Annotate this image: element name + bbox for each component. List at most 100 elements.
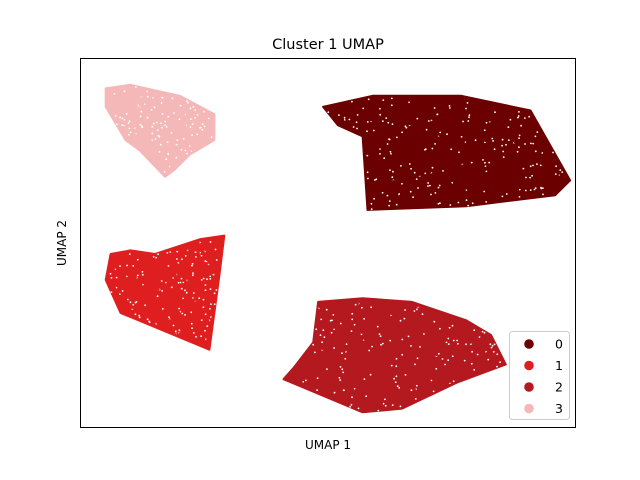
- legend-label-2: 2: [555, 380, 563, 395]
- cluster-0-point: [476, 132, 479, 135]
- cluster-0-point: [376, 134, 378, 136]
- cluster-1-point: [114, 287, 117, 290]
- cluster-0-point: [492, 175, 494, 177]
- cluster-0-point: [458, 140, 460, 142]
- cluster-1-point: [119, 304, 122, 306]
- cluster-2-point: [359, 365, 361, 368]
- cluster-3-point: [141, 133, 143, 135]
- cluster-0-point: [496, 156, 498, 158]
- cluster-0-point: [533, 188, 536, 191]
- cluster-2-point: [347, 343, 349, 345]
- cluster-0-point: [423, 170, 425, 172]
- cluster-3-point: [136, 100, 139, 102]
- cluster-0-point: [540, 172, 542, 174]
- cluster-2-point: [373, 379, 376, 381]
- cluster-3-point: [163, 109, 165, 111]
- cluster-3-point: [132, 90, 134, 92]
- cluster-2-point: [344, 338, 346, 340]
- cluster-0-point: [467, 163, 469, 165]
- cluster-0-point: [366, 154, 369, 157]
- cluster-3-point: [166, 153, 168, 156]
- cluster-2-point: [454, 320, 456, 322]
- cluster-3-point: [176, 139, 179, 142]
- cluster-3-point: [190, 147, 193, 150]
- cluster-2-point: [387, 326, 389, 329]
- cluster-0-point: [476, 176, 479, 178]
- cluster-2-point: [336, 330, 338, 332]
- cluster-3-point: [166, 93, 168, 95]
- cluster-0-point: [391, 150, 394, 152]
- cluster-0-point: [390, 141, 392, 144]
- cluster-1-point: [184, 314, 186, 316]
- cluster-1-point: [170, 303, 172, 305]
- cluster-2-point: [378, 312, 381, 314]
- cluster-0-point: [452, 180, 454, 183]
- cluster-0-point: [401, 107, 403, 110]
- cluster-3-point: [165, 174, 167, 176]
- cluster-0-point: [549, 167, 551, 169]
- cluster-1-point: [183, 248, 185, 250]
- cluster-0-point: [418, 199, 420, 202]
- cluster-3-point: [168, 113, 170, 116]
- cluster-2-point: [314, 386, 316, 388]
- cluster-1-point: [178, 251, 180, 254]
- cluster-0-point: [465, 186, 467, 189]
- cluster-3-point: [191, 116, 193, 118]
- cluster-2-point: [491, 368, 493, 371]
- cluster-0-point: [398, 193, 401, 195]
- cluster-0-point: [468, 114, 471, 117]
- cluster-1-point: [190, 325, 192, 327]
- cluster-0-point: [460, 152, 463, 154]
- cluster-3-point: [164, 124, 167, 126]
- cluster-3-point: [165, 103, 168, 106]
- cluster-0-point: [430, 102, 432, 105]
- cluster-3-point: [177, 144, 180, 146]
- cluster-3-point: [186, 145, 188, 148]
- cluster-2-point: [430, 371, 432, 373]
- cluster-1-point: [168, 328, 170, 330]
- cluster-0-point: [559, 169, 562, 172]
- cluster-2-point: [435, 354, 438, 357]
- cluster-2-point: [360, 320, 363, 322]
- cluster-0-point: [530, 191, 532, 193]
- cluster-0-point: [412, 174, 414, 176]
- cluster-0-point: [409, 125, 411, 128]
- cluster-0-point: [402, 190, 404, 193]
- cluster-3-point: [211, 125, 214, 127]
- cluster-1-point: [177, 273, 179, 275]
- cluster-1-point: [133, 269, 135, 271]
- cluster-0-point: [378, 139, 380, 142]
- cluster-2-point: [337, 388, 339, 390]
- cluster-3-point: [194, 116, 196, 119]
- cluster-3-point: [157, 113, 159, 115]
- cluster-3-point: [144, 97, 146, 99]
- cluster-1-point: [160, 276, 162, 278]
- cluster-1-point: [178, 323, 180, 325]
- cluster-2-point: [419, 304, 422, 306]
- cluster-2-point: [360, 333, 363, 336]
- cluster-0-point: [529, 122, 531, 124]
- cluster-0-point: [382, 99, 385, 101]
- cluster-1-point: [209, 323, 211, 326]
- cluster-0-point: [510, 145, 512, 147]
- cluster-2-point: [333, 391, 336, 394]
- cluster-3-point: [185, 133, 187, 135]
- cluster-2-point: [293, 380, 295, 382]
- cluster-1-point: [113, 277, 116, 280]
- cluster-0-point: [491, 184, 493, 186]
- cluster-0-point: [457, 201, 460, 204]
- cluster-3-point: [199, 142, 202, 144]
- cluster-1-point: [210, 290, 212, 292]
- cluster-1-point: [151, 301, 153, 303]
- cluster-1-point: [217, 274, 220, 276]
- cluster-0-point: [520, 180, 522, 182]
- cluster-1-point: [167, 279, 169, 281]
- cluster-2-point: [469, 335, 471, 337]
- cluster-0-point: [498, 125, 500, 127]
- cluster-0-point: [491, 158, 493, 160]
- cluster-0-point: [470, 161, 473, 164]
- cluster-1-point: [174, 275, 177, 277]
- cluster-2-point: [397, 322, 399, 324]
- cluster-0-point: [547, 191, 549, 193]
- cluster-0-point: [445, 138, 447, 141]
